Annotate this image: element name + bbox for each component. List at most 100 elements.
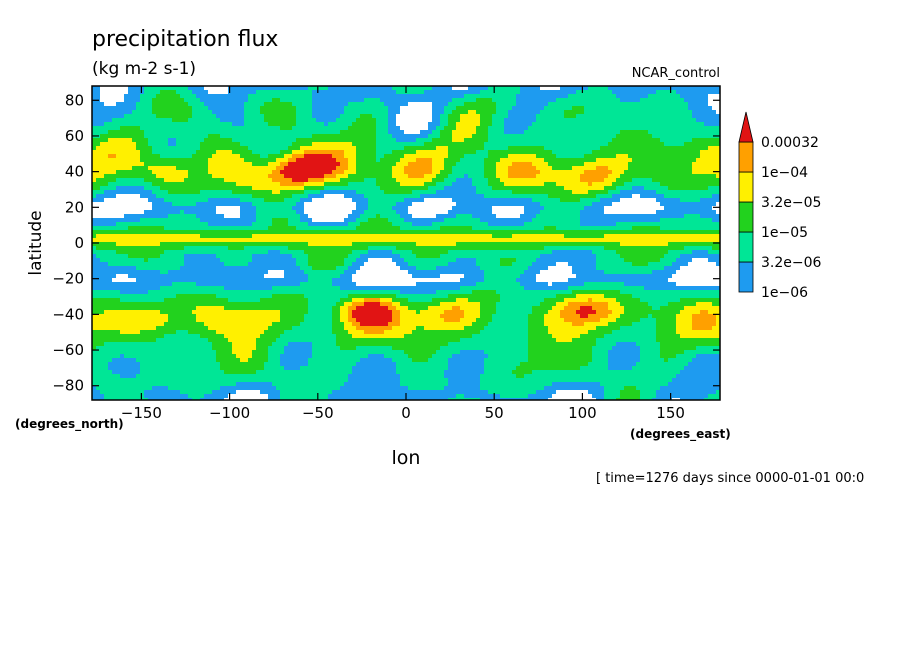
field-cell [636,178,640,182]
field-cell [356,106,360,110]
field-cell [560,118,564,122]
field-cell [164,118,168,122]
field-cell [164,158,168,162]
field-cell [556,194,560,198]
field-cell [440,174,444,178]
field-cell [608,130,612,134]
field-cell [560,218,564,222]
field-cell [568,206,572,210]
field-cell [552,122,556,126]
field-cell [344,166,348,170]
field-cell [484,166,488,170]
field-cell [436,122,440,126]
field-cell [376,118,380,122]
field-cell [488,138,492,142]
field-cell [476,182,480,186]
field-cell [400,214,404,218]
field-cell [488,170,492,174]
field-cell [556,94,560,98]
field-cell [248,98,252,102]
field-cell [676,134,680,138]
field-cell [144,90,148,94]
field-cell [204,190,208,194]
field-cell [644,126,648,130]
field-cell [640,106,644,110]
field-cell [636,162,640,166]
field-cell [304,102,308,106]
field-cell [688,146,692,150]
field-cell [108,158,112,162]
field-cell [548,110,552,114]
field-cell [460,174,464,178]
field-cell [528,102,532,106]
field-cell [332,154,336,158]
field-cell [384,114,388,118]
field-cell [164,150,168,154]
field-cell [660,150,664,154]
field-cell [672,110,676,114]
field-cell [168,170,172,174]
field-cell [420,86,424,90]
field-cell [636,138,640,142]
field-cell [272,218,276,222]
field-cell [708,142,712,146]
field-cell [320,94,324,98]
field-cell [516,134,520,138]
field-cell [652,158,656,162]
field-cell [380,166,384,170]
field-cell [276,202,280,206]
field-cell [188,162,192,166]
field-cell [280,222,284,226]
field-cell [196,210,200,214]
field-cell [280,110,284,114]
field-cell [120,130,124,134]
field-cell [508,182,512,186]
field-cell [508,94,512,98]
field-cell [476,186,480,190]
field-cell [340,166,344,170]
field-cell [604,142,608,146]
field-cell [324,122,328,126]
field-cell [388,158,392,162]
field-cell [156,186,160,190]
field-cell [352,118,356,122]
field-cell [516,118,520,122]
field-cell [240,174,244,178]
field-cell [656,166,660,170]
field-cell [252,126,256,130]
field-cell [204,174,208,178]
field-cell [320,134,324,138]
field-cell [372,146,376,150]
field-cell [588,178,592,182]
field-cell [600,210,604,214]
field-cell [124,114,128,118]
field-cell [180,174,184,178]
field-cell [444,94,448,98]
field-cell [596,166,600,170]
field-cell [164,90,168,94]
field-cell [700,86,704,90]
field-cell [140,138,144,142]
field-cell [252,166,256,170]
field-cell [164,198,168,202]
field-cell [296,218,300,222]
field-cell [292,102,296,106]
field-cell [700,182,704,186]
field-cell [532,98,536,102]
field-cell [628,118,632,122]
field-cell [408,146,412,150]
field-cell [640,130,644,134]
field-cell [540,182,544,186]
field-cell [244,182,248,186]
field-cell [716,130,720,134]
field-cell [216,158,220,162]
field-cell [460,106,464,110]
field-cell [664,118,668,122]
field-cell [232,98,236,102]
field-cell [412,190,416,194]
field-cell [288,210,292,214]
field-cell [496,182,500,186]
field-cell [704,130,708,134]
field-cell [664,90,668,94]
field-cell [576,162,580,166]
